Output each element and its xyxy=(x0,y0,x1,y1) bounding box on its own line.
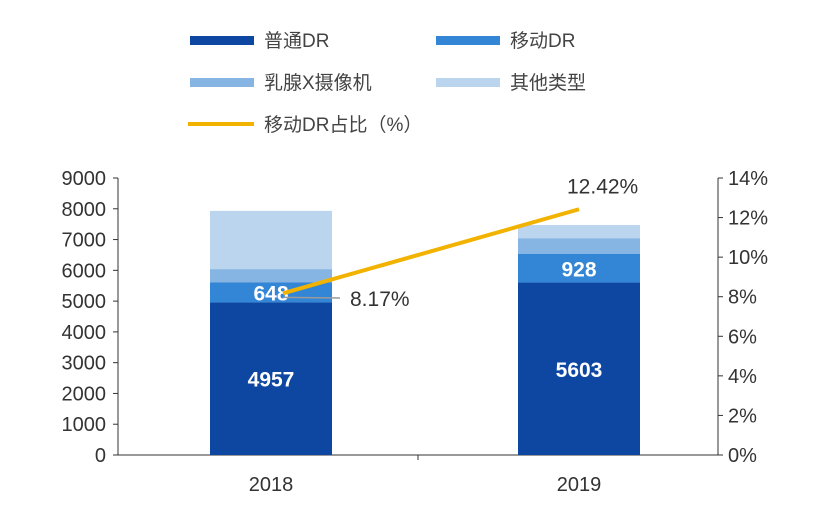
legend-label: 其他类型 xyxy=(510,72,586,94)
y2-tick-label: 6% xyxy=(728,326,757,348)
legend-label: 移动DR xyxy=(510,30,575,52)
y-tick-label: 6000 xyxy=(62,260,107,282)
y-tick-label: 7000 xyxy=(62,230,107,252)
line-data-label: 8.17% xyxy=(350,288,410,311)
y-tick-label: 9000 xyxy=(62,168,107,190)
legend-label: 普通DR xyxy=(264,30,329,52)
y2-tick-label: 10% xyxy=(728,247,768,269)
bar-segment xyxy=(518,282,640,455)
bar-data-label: 4957 xyxy=(248,369,295,392)
y2-tick-label: 2% xyxy=(728,405,757,427)
x-tick-label: 2018 xyxy=(249,474,294,496)
y2-tick-label: 14% xyxy=(728,168,768,190)
y-tick-label: 2000 xyxy=(62,383,107,405)
bar-segment xyxy=(210,302,332,455)
legend-label: 移动DR占比（%） xyxy=(264,114,422,136)
y2-tick-label: 0% xyxy=(728,445,757,467)
legend-label: 乳腺X摄像机 xyxy=(264,72,372,94)
y-tick-label: 1000 xyxy=(62,414,107,436)
line-series xyxy=(282,207,580,296)
bar-segment xyxy=(210,210,332,270)
y-tick-label: 5000 xyxy=(62,291,107,313)
bar-data-label: 5603 xyxy=(556,359,603,382)
bar-data-label: 928 xyxy=(561,258,596,281)
bar-data-label: 648 xyxy=(253,282,288,305)
legend-swatch xyxy=(190,78,254,87)
x-tick-label: 2019 xyxy=(557,474,602,496)
y-tick-label: 4000 xyxy=(62,322,107,344)
bar-segment xyxy=(518,238,640,254)
y-tick-label: 0 xyxy=(95,445,106,467)
legend-swatch xyxy=(190,36,254,45)
y2-tick-label: 8% xyxy=(728,287,757,309)
y2-tick-label: 4% xyxy=(728,366,757,388)
line-data-label: 12.42% xyxy=(567,175,638,198)
legend-swatch xyxy=(436,78,500,87)
y-tick-label: 3000 xyxy=(62,353,107,375)
y2-tick-label: 12% xyxy=(728,208,768,230)
legend-swatch xyxy=(436,36,500,45)
leader-line xyxy=(282,296,341,299)
bar-segment xyxy=(210,269,332,283)
bar-segment xyxy=(518,225,640,239)
y-tick-label: 8000 xyxy=(62,199,107,221)
bar-segment xyxy=(518,253,640,283)
